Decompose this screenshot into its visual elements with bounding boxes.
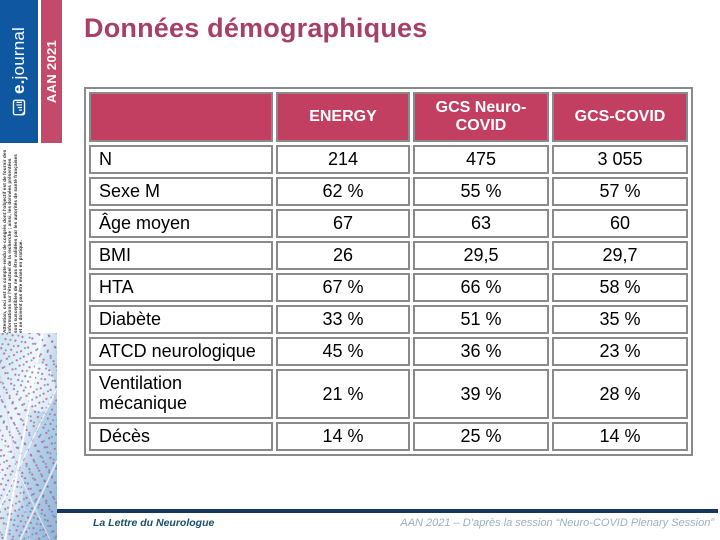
row-label: Ventilation mécanique [89,369,273,419]
decorative-network-image [0,333,57,540]
journal-logo: e.journal [0,0,38,143]
cell-value: 3 055 [552,145,688,174]
cell-value: 51 % [413,305,549,334]
cell-value: 45 % [276,337,410,366]
row-label: Diabète [89,305,273,334]
cell-value: 14 % [552,422,688,451]
cell-value: 21 % [276,369,410,419]
row-label: BMI [89,241,273,270]
row-label: Sexe M [89,177,273,206]
cell-value: 14 % [276,422,410,451]
disclaimer-text: Attention, ceci est un compte-rendu de c… [2,149,23,333]
event-band: AAN 2021 [41,0,62,143]
cell-value: 58 % [552,273,688,302]
table-row-bmi: BMI 26 29,5 29,7 [89,241,688,270]
table-row-sexe: Sexe M 62 % 55 % 57 % [89,177,688,206]
table-row-atcd: ATCD neurologique 45 % 36 % 23 % [89,337,688,366]
row-label: Âge moyen [89,209,273,238]
disclaimer-box: Attention, ceci est un compte-rendu de c… [2,149,38,333]
cell-value: 29,7 [552,241,688,270]
cell-value: 63 [413,209,549,238]
cell-value: 55 % [413,177,549,206]
cell-value: 60 [552,209,688,238]
column-header-energy: ENERGY [276,92,410,142]
cell-value: 67 % [276,273,410,302]
cell-value: 39 % [413,369,549,419]
footer-source-text: AAN 2021 – D’après la session “Neuro-COV… [400,517,714,529]
cell-value: 66 % [413,273,549,302]
journal-logo-rest: journal [9,27,28,80]
table-row-deces: Décès 14 % 25 % 14 % [89,422,688,451]
table-row-n: N 214 475 3 055 [89,145,688,174]
cell-value: 23 % [552,337,688,366]
cell-value: 36 % [413,337,549,366]
table-row-age: Âge moyen 67 63 60 [89,209,688,238]
journal-logo-bold: e. [9,79,28,95]
cell-value: 57 % [552,177,688,206]
demographics-table: ENERGY GCS Neuro-COVID GCS-COVID N 214 4… [84,87,693,456]
cell-value: 214 [276,145,410,174]
journal-logo-text: e.journal [9,27,29,94]
cell-value: 25 % [413,422,549,451]
footer-journal-name: La Lettre du Neurologue [93,517,215,529]
column-header-empty [89,92,273,142]
event-label: AAN 2021 [44,39,59,104]
disclaimer-rotated: Attention, ceci est un compte-rendu de c… [2,149,38,333]
event-band-inner: AAN 2021 [41,0,62,143]
header-row: ENERGY GCS Neuro-COVID GCS-COVID [89,92,688,142]
column-header-gcs-covid: GCS-COVID [552,92,688,142]
cell-value: 62 % [276,177,410,206]
row-label: ATCD neurologique [89,337,273,366]
table-row-diabete: Diabète 33 % 51 % 35 % [89,305,688,334]
cell-value: 26 [276,241,410,270]
cell-value: 28 % [552,369,688,419]
cell-value: 33 % [276,305,410,334]
demographics-table-wrap: ENERGY GCS Neuro-COVID GCS-COVID N 214 4… [84,87,693,456]
document-icon [12,99,26,116]
cell-value: 29,5 [413,241,549,270]
cell-value: 67 [276,209,410,238]
footer-divider [57,509,718,513]
row-label: N [89,145,273,174]
row-label: HTA [89,273,273,302]
journal-band: e.journal [0,0,38,143]
table-row-hta: HTA 67 % 66 % 58 % [89,273,688,302]
cell-value: 35 % [552,305,688,334]
page-title: Données démographiques [84,13,428,43]
table-row-ventilation: Ventilation mécanique 21 % 39 % 28 % [89,369,688,419]
row-label: Décès [89,422,273,451]
cell-value: 475 [413,145,549,174]
column-header-gcs-neuro-covid: GCS Neuro-COVID [413,92,549,142]
